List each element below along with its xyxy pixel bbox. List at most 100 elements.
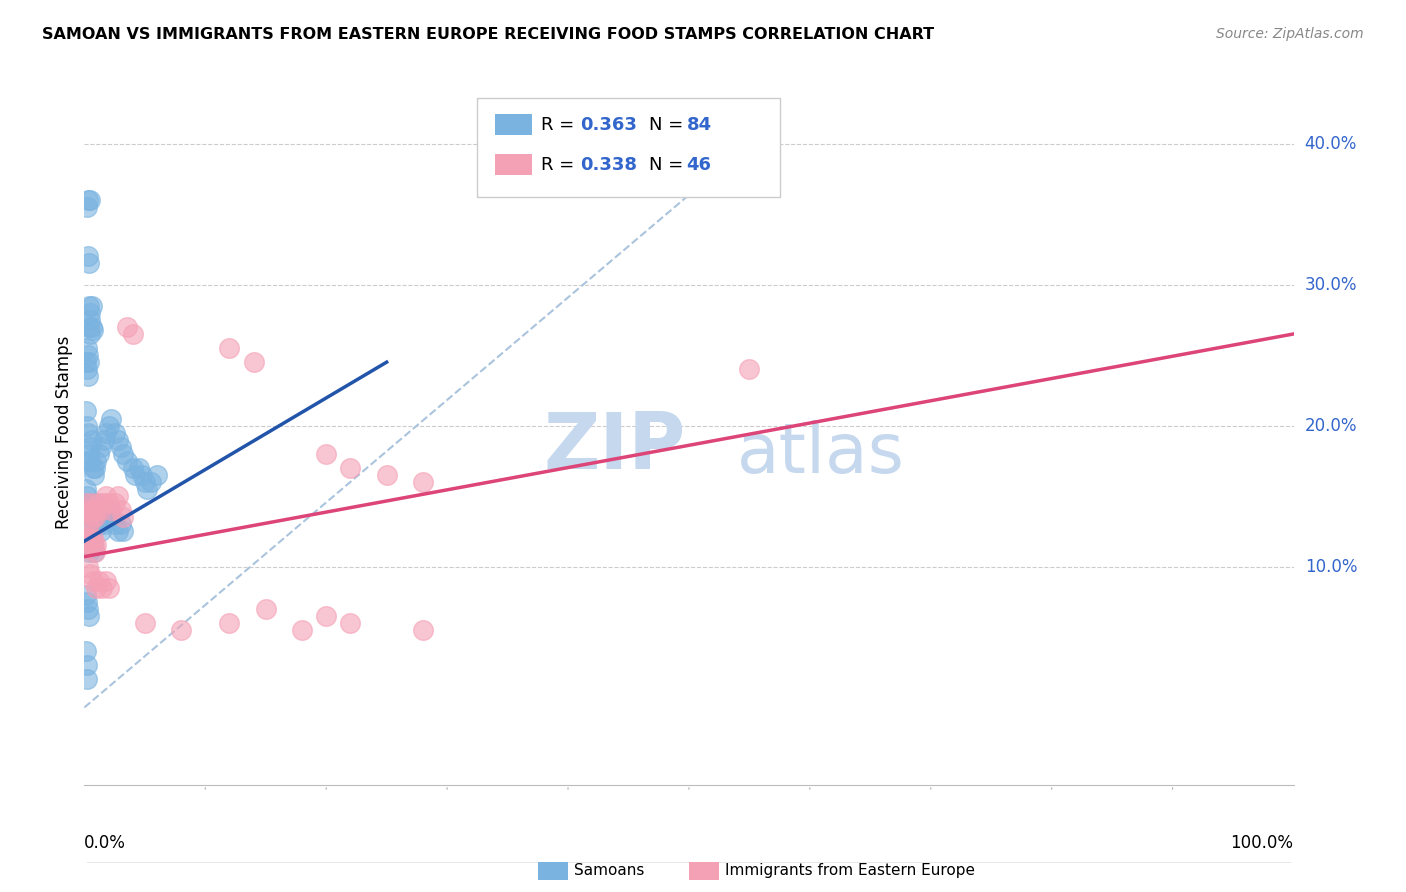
Point (82, 574, 104, 588)
Point (80, 433, 103, 447)
Point (134, 475, 156, 489)
Point (76, 673, 98, 687)
Point (94, 574, 117, 588)
Point (115, 319, 138, 334)
Point (134, 615, 156, 630)
Point (76, 418, 98, 433)
Point (82, 538, 104, 552)
Point (77, 256, 100, 270)
Point (107, 524, 129, 539)
Point (76, 503, 98, 517)
Point (77, 601, 100, 615)
Text: Source: ZipAtlas.com: Source: ZipAtlas.com (1216, 27, 1364, 41)
Point (75, 496, 97, 510)
Point (339, 460, 361, 475)
Point (75, 404, 97, 418)
Text: 20.0%: 20.0% (1305, 417, 1357, 434)
Point (87, 496, 110, 510)
Point (104, 425, 127, 440)
Text: N =: N = (650, 156, 689, 174)
Point (83, 467, 105, 482)
Point (83, 503, 105, 517)
Point (254, 601, 277, 615)
Point (77, 355, 100, 369)
Point (77, 503, 100, 517)
Point (80, 496, 103, 510)
FancyBboxPatch shape (495, 114, 531, 136)
Point (76, 341, 98, 355)
Text: Samoans: Samoans (574, 863, 644, 879)
Point (738, 362, 761, 376)
Point (77, 319, 100, 334)
Point (90, 524, 112, 539)
Point (75, 644, 97, 658)
Point (80, 517, 103, 532)
Text: 10.0%: 10.0% (1305, 558, 1357, 575)
FancyBboxPatch shape (689, 863, 720, 880)
Point (79, 538, 101, 552)
Point (82, 532, 104, 546)
Point (375, 467, 398, 482)
Point (315, 608, 337, 623)
FancyBboxPatch shape (538, 863, 568, 880)
Point (86, 510, 108, 524)
Point (115, 454, 138, 468)
Point (77, 510, 100, 524)
Point (315, 447, 337, 461)
Point (242, 355, 264, 369)
Point (412, 623, 434, 637)
Text: 46: 46 (686, 156, 711, 174)
Text: 0.363: 0.363 (581, 116, 637, 134)
Point (121, 460, 143, 475)
Point (79, 193, 101, 207)
Point (77, 348, 100, 362)
Point (131, 467, 153, 482)
Point (339, 615, 361, 630)
Point (77, 193, 100, 207)
Point (84, 545, 107, 559)
Point (146, 467, 169, 482)
Point (104, 517, 127, 532)
Point (112, 524, 135, 539)
Point (112, 510, 135, 524)
Point (77, 454, 100, 468)
Point (107, 433, 129, 447)
Point (82, 460, 104, 475)
Point (75, 588, 97, 602)
Text: 100.0%: 100.0% (1230, 834, 1294, 852)
Point (100, 411, 122, 425)
FancyBboxPatch shape (478, 98, 780, 196)
Point (80, 319, 103, 334)
Point (139, 475, 162, 489)
Point (128, 460, 150, 475)
Point (97, 418, 120, 433)
Point (79, 503, 101, 517)
Point (77, 517, 100, 532)
Point (84, 460, 107, 475)
Y-axis label: Receiving Food Stamps: Receiving Food Stamps (55, 336, 73, 529)
Point (87, 517, 110, 532)
Text: 84: 84 (686, 116, 711, 134)
Text: Immigrants from Eastern Europe: Immigrants from Eastern Europe (725, 863, 976, 879)
Point (90, 503, 112, 517)
Text: SAMOAN VS IMMIGRANTS FROM EASTERN EUROPE RECEIVING FOOD STAMPS CORRELATION CHART: SAMOAN VS IMMIGRANTS FROM EASTERN EUROPE… (42, 27, 935, 42)
Point (80, 532, 103, 546)
Text: N =: N = (650, 116, 689, 134)
Point (110, 517, 132, 532)
Point (110, 440, 132, 454)
Point (94, 510, 117, 524)
Point (77, 538, 100, 552)
Point (110, 503, 132, 517)
Point (86, 538, 108, 552)
Point (100, 510, 122, 524)
Point (218, 615, 240, 630)
Point (77, 532, 100, 546)
Point (218, 341, 240, 355)
Point (93, 496, 115, 510)
Point (77, 559, 100, 574)
Point (83, 545, 105, 559)
Point (77, 299, 100, 313)
Point (124, 467, 146, 482)
Point (97, 496, 120, 510)
Point (104, 496, 127, 510)
